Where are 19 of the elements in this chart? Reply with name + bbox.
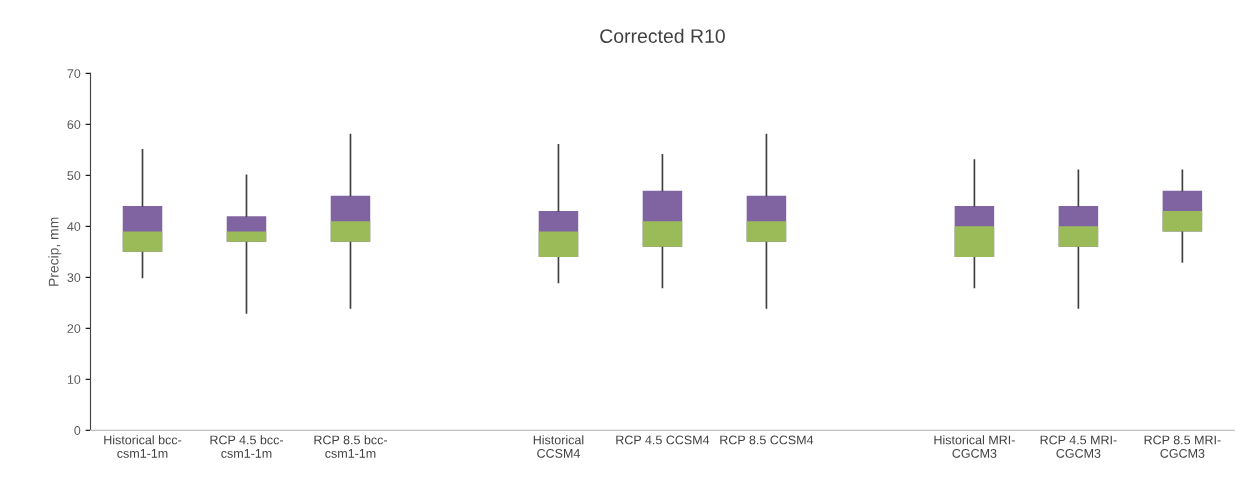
y-tick-label: 0 [74,426,81,435]
x-tick-label: RCP 8.5 CCSM4 [720,435,814,445]
y-tick-label: 50 [67,171,81,180]
x-tick-label: RCP 4.5 CCSM4 [616,435,710,445]
x-tick-label: RCP 8.5 MRI- CGCM3 [1144,435,1221,458]
x-tick-label: RCP 8.5 bcc- csm1-1m [314,435,387,458]
y-tick-label: 30 [67,273,81,282]
x-tick-label: Historical MRI- CGCM3 [934,435,1015,458]
x-tick-label: RCP 4.5 bcc- csm1-1m [210,435,283,458]
y-axis-title: Precip, mm [48,217,62,286]
y-tick-label: 70 [67,69,81,78]
y-tick-label: 10 [67,375,81,384]
x-tick-label: Historical bcc- csm1-1m [104,435,182,458]
y-tick-label: 20 [67,324,81,333]
x-tick-label: Historical CCSM4 [533,435,584,458]
chart-title: Corrected R10 [600,28,725,43]
y-tick-label: 60 [67,120,81,129]
x-tick-label: RCP 4.5 MRI- CGCM3 [1040,435,1117,458]
y-tick-label: 40 [67,222,81,231]
